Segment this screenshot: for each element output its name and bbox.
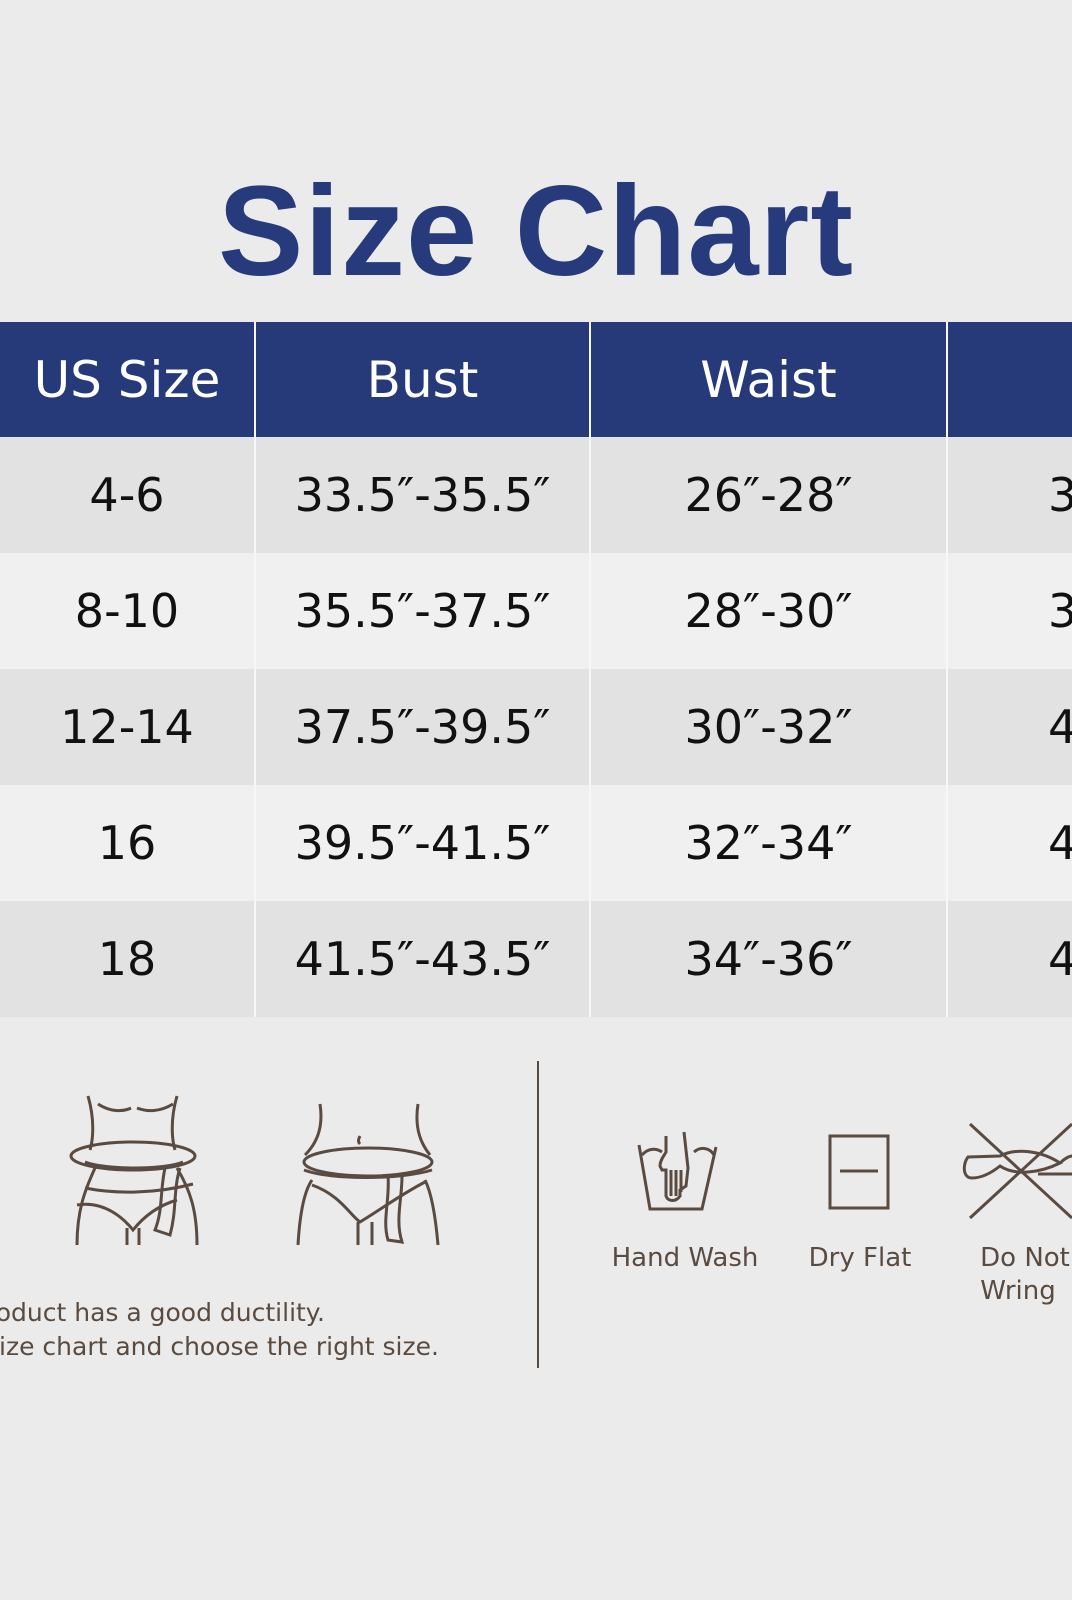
- cell-size: 18: [0, 901, 256, 1017]
- cell-waist: 28″-30″: [591, 553, 948, 669]
- size-table: US Size Bust Waist 4-6 33.5″-35.5″ 26″-2…: [0, 322, 1072, 1017]
- care-label-hand-wash: Hand Wash: [611, 1243, 759, 1273]
- cell-waist: 26″-28″: [591, 437, 948, 553]
- cell-waist: 34″-36″: [591, 901, 948, 1017]
- care-label-line-1: Do Not: [980, 1243, 1070, 1273]
- cell-bust: 33.5″-35.5″: [256, 437, 591, 553]
- cell-bust: 39.5″-41.5″: [256, 785, 591, 901]
- hand-wash-icon: [637, 1131, 718, 1211]
- care-label-line-2: Wring: [980, 1276, 1056, 1306]
- header-hip: [948, 322, 1072, 437]
- bust-measure-icon: [69, 1095, 199, 1245]
- table-row: 16 39.5″-41.5″ 32″-34″ 4: [0, 785, 1072, 901]
- page-title: Size Chart: [218, 160, 854, 303]
- dry-flat-icon: [828, 1134, 890, 1210]
- cell-hip: 4: [1048, 816, 1072, 870]
- table-row: 18 41.5″-43.5″ 34″-36″ 4: [0, 901, 1072, 1017]
- care-label-dry-flat: Dry Flat: [808, 1243, 912, 1273]
- cell-hip: 4: [1048, 700, 1072, 754]
- cell-bust: 35.5″-37.5″: [256, 553, 591, 669]
- cell-waist: 32″-34″: [591, 785, 948, 901]
- header-bust: Bust: [256, 322, 591, 437]
- cell-bust: 41.5″-43.5″: [256, 901, 591, 1017]
- header-waist: Waist: [591, 322, 948, 437]
- cell-size: 4-6: [0, 437, 256, 553]
- cell-size: 16: [0, 785, 256, 901]
- cell-size: 8-10: [0, 553, 256, 669]
- table-row: 4-6 33.5″-35.5″ 26″-28″ 3: [0, 437, 1072, 553]
- note-line-2: size chart and choose the right size.: [0, 1332, 439, 1361]
- header-us-size: US Size: [0, 322, 256, 437]
- cell-hip: 4: [1048, 932, 1072, 986]
- do-not-wring-icon: [962, 1122, 1072, 1220]
- cell-hip: 3: [1048, 584, 1072, 638]
- note-line-1: roduct has a good ductility.: [0, 1298, 325, 1327]
- table-row: 12-14 37.5″-39.5″ 30″-32″ 4: [0, 669, 1072, 785]
- section-divider: [537, 1061, 539, 1368]
- cell-hip: 3: [1048, 468, 1072, 522]
- cell-waist: 30″-32″: [591, 669, 948, 785]
- waist-measure-icon: [296, 1103, 440, 1245]
- cell-size: 12-14: [0, 669, 256, 785]
- table-header: US Size Bust Waist: [0, 322, 1072, 437]
- table-row: 8-10 35.5″-37.5″ 28″-30″ 3: [0, 553, 1072, 669]
- care-label-do-not-wring: Do Not Wring: [960, 1242, 1072, 1308]
- cell-bust: 37.5″-39.5″: [256, 669, 591, 785]
